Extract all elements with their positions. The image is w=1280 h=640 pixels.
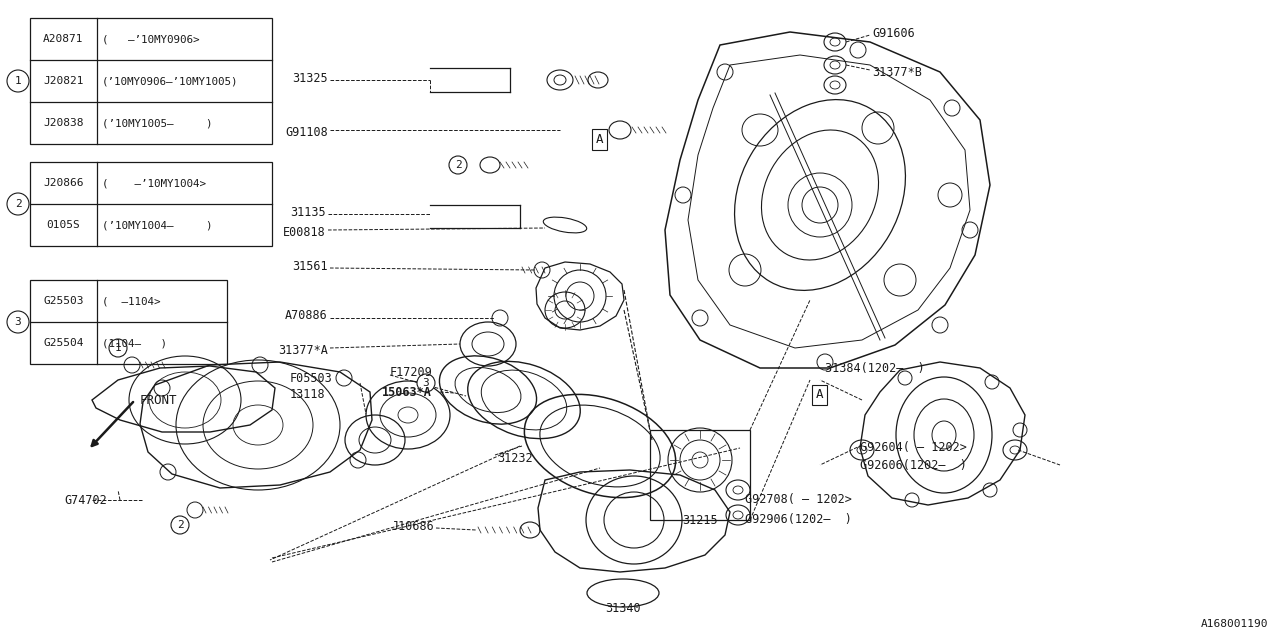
Text: F05503: F05503: [291, 371, 333, 385]
Text: 1: 1: [14, 76, 22, 86]
Bar: [29, 280, 227, 364]
Text: 0105S: 0105S: [46, 220, 81, 230]
Text: 2: 2: [177, 520, 183, 530]
Text: 31232: 31232: [497, 451, 532, 465]
Text: G25504: G25504: [44, 338, 83, 348]
Circle shape: [109, 339, 127, 357]
Text: A: A: [595, 133, 603, 146]
Circle shape: [6, 311, 29, 333]
Circle shape: [449, 156, 467, 174]
Text: A: A: [815, 388, 823, 401]
Text: 31384(1202–  ): 31384(1202– ): [826, 362, 924, 374]
Text: 31340: 31340: [605, 602, 641, 614]
Bar: [29, 162, 273, 246]
Text: E00818: E00818: [283, 225, 326, 239]
Text: FRONT: FRONT: [140, 394, 178, 406]
Text: A70886: A70886: [285, 308, 328, 321]
Text: G25503: G25503: [44, 296, 83, 306]
Text: J20821: J20821: [44, 76, 83, 86]
Text: F17209: F17209: [390, 365, 433, 378]
Text: (’10MY1004–     ): (’10MY1004– ): [102, 220, 212, 230]
Text: 31135: 31135: [291, 205, 326, 218]
Text: G91108: G91108: [285, 125, 328, 138]
Text: J10686: J10686: [392, 520, 434, 532]
Text: 1: 1: [115, 343, 122, 353]
Text: 31325: 31325: [292, 72, 328, 84]
Text: 3: 3: [14, 317, 22, 327]
Text: G92604( – 1202>: G92604( – 1202>: [860, 442, 966, 454]
Text: 13118: 13118: [291, 388, 325, 401]
Circle shape: [6, 70, 29, 92]
Text: 31215: 31215: [682, 513, 718, 527]
Text: 31377*B: 31377*B: [872, 65, 922, 79]
Text: J20838: J20838: [44, 118, 83, 128]
Bar: [29, 18, 273, 144]
Circle shape: [172, 516, 189, 534]
Text: 31561: 31561: [292, 259, 328, 273]
Text: 3: 3: [422, 378, 429, 388]
Text: (’10MY1005–     ): (’10MY1005– ): [102, 118, 212, 128]
Text: J20866: J20866: [44, 178, 83, 188]
Text: (    –’10MY1004>: ( –’10MY1004>: [102, 178, 206, 188]
Circle shape: [6, 193, 29, 215]
Text: A168001190: A168001190: [1201, 619, 1268, 629]
Text: G92606(1202–  ): G92606(1202– ): [860, 458, 966, 472]
Circle shape: [417, 374, 435, 392]
Text: (  –1104>: ( –1104>: [102, 296, 160, 306]
Text: 2: 2: [14, 199, 22, 209]
Text: G92708( – 1202>: G92708( – 1202>: [745, 493, 852, 506]
Text: G91606: G91606: [872, 26, 915, 40]
Text: 2: 2: [454, 160, 461, 170]
Text: (’10MY0906–’10MY1005): (’10MY0906–’10MY1005): [102, 76, 238, 86]
Text: (1104–   ): (1104– ): [102, 338, 166, 348]
Text: (   –’10MY0906>: ( –’10MY0906>: [102, 34, 200, 44]
Text: A20871: A20871: [44, 34, 83, 44]
Text: G92906(1202–  ): G92906(1202– ): [745, 513, 852, 527]
Bar: [650, 430, 750, 520]
Text: 15063*A: 15063*A: [381, 385, 431, 399]
Text: G74702: G74702: [64, 493, 106, 506]
Text: 31377*A: 31377*A: [278, 344, 328, 356]
